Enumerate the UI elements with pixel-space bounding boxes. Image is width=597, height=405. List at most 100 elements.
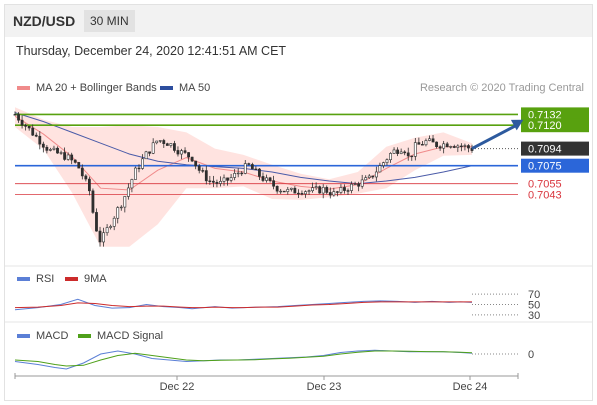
ma20-line <box>14 115 472 191</box>
candle-body <box>176 150 180 155</box>
candle <box>328 187 332 199</box>
candle-body <box>70 154 74 161</box>
candle-body <box>151 142 155 154</box>
level-label-text: 0.7120 <box>528 120 562 132</box>
candle-body <box>247 163 251 165</box>
chart-frame <box>4 4 593 401</box>
candle <box>374 166 378 182</box>
price-label-box <box>521 141 589 156</box>
candle-body <box>268 177 272 181</box>
candle-body <box>258 168 261 177</box>
macd-swatch <box>17 334 30 338</box>
candle-body <box>109 226 113 228</box>
candle-body <box>463 145 467 147</box>
candle <box>467 144 470 153</box>
candle <box>282 190 286 193</box>
candle <box>346 188 350 196</box>
candle-body <box>431 138 435 143</box>
candle <box>34 132 38 138</box>
candle-body <box>307 190 311 192</box>
candle-body <box>272 180 276 187</box>
candle <box>424 138 428 147</box>
candle-body <box>424 140 428 146</box>
candle <box>258 168 261 181</box>
timeframe-badge[interactable]: 30 MIN <box>84 10 135 32</box>
candle-body <box>77 162 81 169</box>
candle-body <box>332 191 336 196</box>
candle <box>300 190 304 196</box>
candle-body <box>467 145 470 149</box>
candle <box>442 140 446 154</box>
candle-body <box>148 151 152 154</box>
candle-body <box>137 167 141 170</box>
candle-body <box>442 143 446 149</box>
rsi-ma-swatch <box>65 277 78 281</box>
legend-rsi-ma: 9MA <box>65 273 107 285</box>
candle-body <box>357 183 361 187</box>
candle <box>98 226 102 247</box>
projection-arrow-head <box>510 119 524 131</box>
legend-macd-signal-label: MACD Signal <box>97 330 164 342</box>
candle-body <box>80 167 84 177</box>
bollinger-band-fill <box>15 107 472 247</box>
legend-macd-label: MACD <box>36 330 69 342</box>
candle <box>126 183 130 200</box>
candle <box>229 173 233 183</box>
timestamp: Thursday, December 24, 2020 12:41:51 AM … <box>16 44 287 58</box>
candle <box>325 185 329 195</box>
candle-body <box>208 180 212 182</box>
candle <box>307 189 311 196</box>
candle <box>435 141 438 149</box>
candle-body <box>204 170 208 182</box>
candle <box>27 125 31 131</box>
candle <box>343 184 346 194</box>
candle-body <box>240 172 244 175</box>
level-label-box <box>521 118 589 133</box>
candle <box>190 156 194 163</box>
candle <box>385 158 389 166</box>
candle-body <box>20 119 24 126</box>
candle <box>449 145 453 149</box>
candle-body <box>187 152 190 158</box>
candle <box>52 145 56 151</box>
candle <box>73 159 77 164</box>
candle <box>165 142 169 146</box>
candle-body <box>328 192 332 196</box>
candle <box>403 150 407 156</box>
candle <box>222 174 226 186</box>
candle-body <box>34 134 38 137</box>
candle-body <box>314 186 318 188</box>
candle <box>208 175 212 185</box>
price-label-text: 0.7094 <box>528 144 562 156</box>
candle-body <box>56 147 59 154</box>
candle <box>211 175 215 188</box>
candle <box>364 175 368 181</box>
candles <box>13 111 474 247</box>
candle <box>452 144 456 149</box>
candle <box>243 160 247 175</box>
candle-body <box>360 179 364 187</box>
candle <box>247 162 251 166</box>
copyright-text: Research © 2020 Trading Central <box>419 82 584 94</box>
legend-rsi-ma-label: 9MA <box>84 273 107 285</box>
candle <box>417 137 421 145</box>
candle <box>141 154 144 170</box>
candle-body <box>105 227 109 234</box>
candle-body <box>396 149 400 154</box>
candle <box>151 138 155 155</box>
candle-body <box>353 183 357 185</box>
level-label-text: 0.7075 <box>528 161 562 173</box>
candle <box>350 181 353 194</box>
candle <box>63 147 66 161</box>
candle-body <box>165 143 169 146</box>
candle <box>80 164 84 180</box>
candle <box>226 177 229 186</box>
candle-body <box>13 114 17 116</box>
candle <box>250 162 254 170</box>
candle-body <box>304 191 307 195</box>
candle <box>382 161 385 169</box>
candle <box>421 141 424 146</box>
candle <box>431 134 435 143</box>
candle-body <box>52 147 56 150</box>
